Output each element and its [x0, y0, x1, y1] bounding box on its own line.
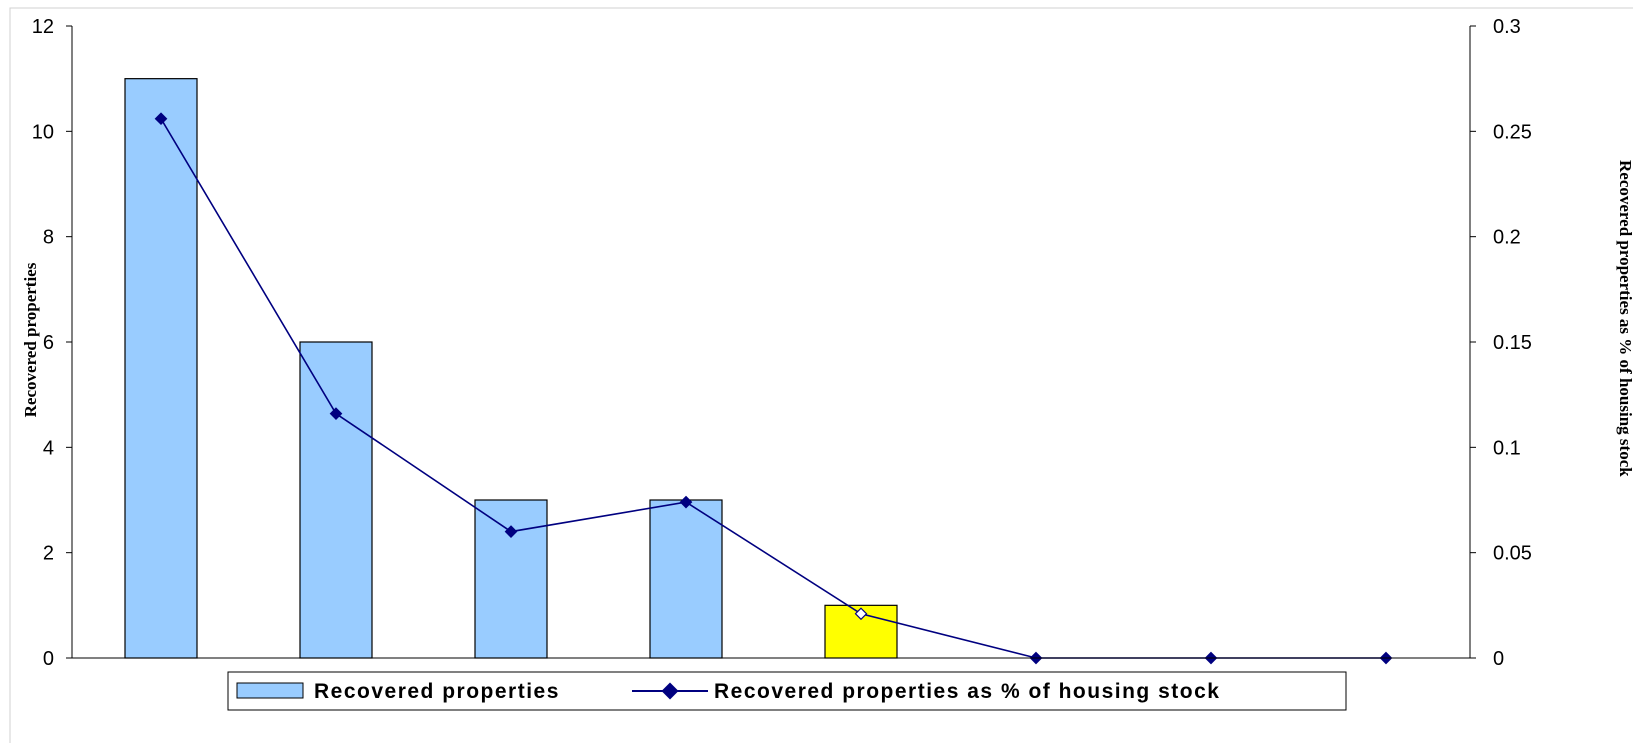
y2-tick-label-0.2: 0.2	[1493, 227, 1521, 249]
line-point-4	[679, 495, 693, 509]
bar-1	[124, 78, 198, 659]
bar-4	[649, 499, 723, 659]
y2-axis-title: Recovered properties as % of housing sto…	[1616, 160, 1633, 477]
legend: Recovered properties Recovered propertie…	[227, 671, 1347, 711]
legend-bar-swatch	[236, 682, 304, 699]
legend-label-line: Recovered properties as % of housing sto…	[714, 680, 1220, 703]
y-tick-label-12: 12	[32, 16, 54, 38]
plot-area	[124, 78, 1393, 665]
legend-line-marker	[661, 682, 679, 700]
y2-tick-label-0.3: 0.3	[1493, 16, 1521, 38]
line-point-5	[854, 607, 868, 621]
line-point-2	[329, 407, 343, 420]
y-tick-label-0: 0	[43, 648, 54, 670]
axes: 0 2 4 6 8 10 12 0 0.05 0.1 0.15 0.2 0.25 0.3	[32, 16, 1532, 670]
bar-3	[474, 499, 548, 659]
y2-tick-label-0.05: 0.05	[1493, 543, 1532, 565]
y-tick-label-6: 6	[43, 332, 54, 354]
y2-tick-label-0: 0	[1493, 648, 1504, 670]
line-point-1	[154, 112, 168, 126]
y-tick-label-8: 8	[43, 227, 54, 249]
line-point-3	[504, 525, 518, 538]
y2-tick-label-0.15: 0.15	[1493, 332, 1532, 354]
y2-tick-label-0.25: 0.25	[1493, 121, 1532, 143]
y-tick-label-10: 10	[32, 121, 54, 143]
y-axis-title: Recovered properties	[21, 262, 40, 417]
y-tick-label-2: 2	[43, 543, 54, 565]
y2-tick-label-0.1: 0.1	[1493, 437, 1521, 459]
y-tick-label-4: 4	[43, 437, 54, 459]
legend-box	[227, 671, 1347, 711]
bar-2	[299, 341, 373, 659]
chart-border	[9, 7, 1633, 743]
legend-label-bars: Recovered properties	[314, 680, 560, 703]
